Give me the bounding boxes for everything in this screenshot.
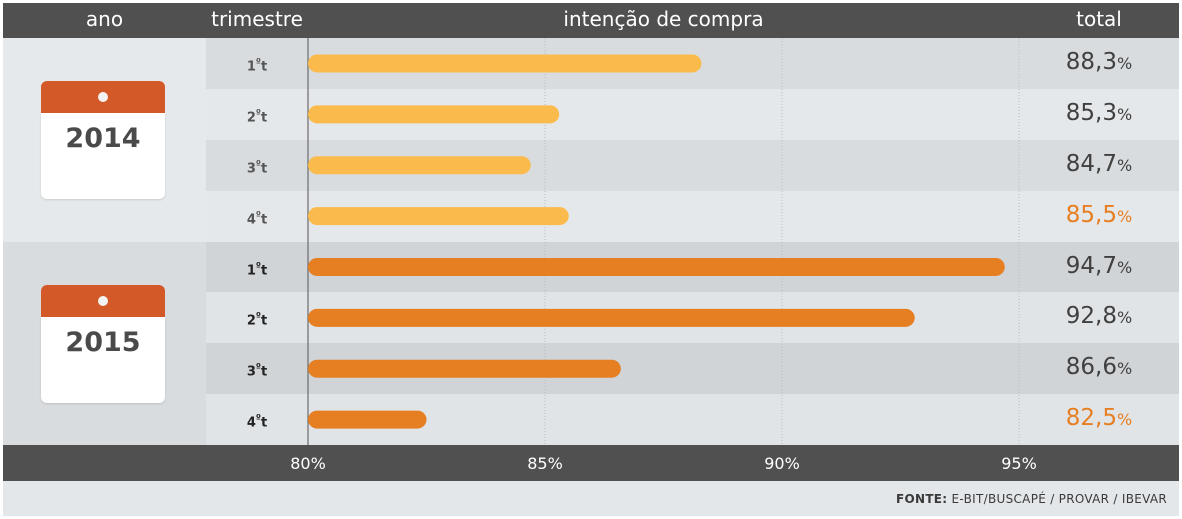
quarter-ordinal: º [255, 58, 261, 68]
quarter-label: 2ºt [206, 89, 308, 139]
total-number: 94,7 [1065, 252, 1117, 279]
bar-2014-q2 [308, 105, 560, 124]
quarter-ordinal: º [255, 159, 261, 170]
quarter-unit: t [260, 59, 268, 75]
year-label-2014: 2014 [65, 123, 141, 154]
total-value: 85,3% [1019, 89, 1179, 139]
quarter-unit: t [260, 161, 268, 177]
total-percent-sign: % [1117, 155, 1133, 175]
quarter-label: 2ºt [206, 292, 308, 342]
total-percent-sign: % [1117, 104, 1133, 124]
x-axis-bar [3, 445, 1179, 481]
total-percent-sign: % [1117, 206, 1133, 226]
quarter-unit: t [260, 364, 268, 380]
total-value: 92,8% [1019, 292, 1179, 342]
quarter-number: 2 [246, 313, 256, 329]
quarter-unit: t [260, 313, 268, 329]
quarter-label: 4ºt [206, 191, 308, 241]
quarter-label: 3ºt [206, 140, 308, 190]
total-number: 82,5 [1065, 405, 1117, 432]
quarter-ordinal: º [255, 312, 261, 323]
total-percent-sign: % [1117, 54, 1133, 73]
quarter-number: 2 [246, 110, 256, 126]
quarter-label: 1ºt [206, 38, 308, 88]
quarter-number: 1 [246, 262, 256, 278]
calendar-icon-2014: 2014 [41, 81, 165, 199]
x-tick-label: 90% [764, 454, 800, 473]
source-label: FONTE: [895, 492, 948, 506]
bar-2014-q1 [308, 54, 702, 73]
total-value: 82,5% [1019, 394, 1179, 444]
total-number: 85,5 [1065, 201, 1117, 228]
total-number: 86,6 [1065, 354, 1117, 381]
quarter-number: 4 [246, 415, 256, 431]
quarter-unit: t [260, 110, 268, 126]
bar-plot [307, 38, 1020, 445]
quarter-ordinal: º [255, 414, 261, 425]
x-tick-label: 85% [527, 454, 563, 473]
total-value: 86,6% [1019, 343, 1179, 393]
calendar-icon-2015: 2015 [41, 285, 165, 403]
quarter-unit: t [260, 211, 268, 227]
quarter-ordinal: º [255, 363, 261, 374]
quarter-number: 4 [246, 211, 256, 227]
header-bar: ano trimestre intenção de compra total [3, 3, 1179, 38]
quarter-number: 1 [246, 59, 256, 75]
quarter-label: 3ºt [206, 343, 308, 393]
bar-2014-q3 [308, 156, 531, 175]
bar-2014-q4 [308, 207, 569, 226]
column-header-total: total [1076, 7, 1122, 31]
year-label-2015: 2015 [65, 327, 141, 358]
x-tick-label: 80% [290, 454, 326, 473]
quarter-ordinal: º [255, 210, 261, 221]
total-number: 85,3 [1065, 99, 1117, 126]
total-value: 84,7% [1019, 140, 1179, 190]
total-percent-sign: % [1117, 410, 1133, 430]
quarter-number: 3 [246, 161, 256, 177]
total-number: 88,3 [1065, 49, 1117, 75]
quarter-number: 3 [246, 364, 256, 380]
quarter-ordinal: º [255, 108, 261, 119]
quarter-ordinal: º [255, 261, 261, 272]
bar-2015-q4 [308, 410, 427, 429]
bar-2015-q3 [308, 359, 621, 378]
total-number: 92,8 [1065, 303, 1117, 330]
quarter-unit: t [260, 262, 268, 278]
column-header-trimestre: trimestre [211, 7, 303, 31]
total-percent-sign: % [1117, 359, 1133, 379]
total-value: 88,3% [1019, 38, 1179, 88]
total-value: 94,7% [1019, 242, 1179, 292]
x-tick-label: 95% [1001, 454, 1037, 473]
chart-title: intenção de compra [563, 7, 764, 31]
quarter-label: 1ºt [206, 242, 308, 292]
total-value: 85,5% [1019, 191, 1179, 241]
total-percent-sign: % [1117, 308, 1133, 328]
quarter-label: 4ºt [206, 394, 308, 444]
source-text: E-BIT/BUSCAPÉ / PROVAR / IBEVAR [951, 492, 1167, 506]
column-header-ano: ano [85, 7, 124, 31]
total-number: 84,7 [1065, 150, 1117, 177]
quarter-unit: t [260, 415, 268, 431]
source-note: FONTE: E-BIT/BUSCAPÉ / PROVAR / IBEVAR [896, 492, 1167, 506]
chart-frame: ano trimestre intenção de compra total 1… [3, 3, 1179, 516]
bar-2015-q1 [308, 257, 1005, 276]
bar-2015-q2 [308, 308, 915, 327]
total-percent-sign: % [1117, 257, 1133, 277]
